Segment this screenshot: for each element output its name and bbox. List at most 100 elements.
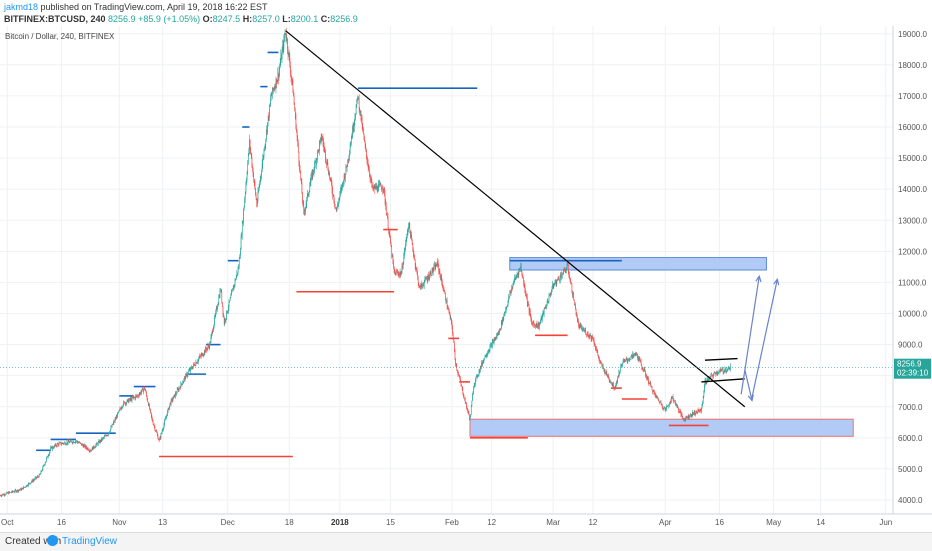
candle-body [23,488,24,489]
symbol[interactable]: BITFINEX:BTCUSD, 240 [4,14,106,24]
price-tick-label: 14000.0 [898,185,927,194]
candle-body [683,418,684,420]
candle-body [561,275,562,276]
candle-body [381,187,382,190]
candle-body [358,98,359,100]
candle-body [193,364,194,366]
candle-body [525,285,526,291]
candle-body [88,448,89,450]
candle-body [70,442,71,443]
author-link[interactable]: jakmd18 [4,2,38,12]
tradingview-logo-icon[interactable] [47,535,58,546]
candle-body [598,355,599,358]
candle-body [631,357,632,359]
candle-body [372,186,373,187]
candle-body [455,358,456,365]
candle-body [170,403,171,405]
candle-body [24,487,25,488]
candle-body [30,483,31,484]
candle-body [102,438,103,440]
candle-body [315,162,316,163]
candle-body [233,289,234,290]
candle-body [335,204,336,207]
candle-body [128,399,129,400]
open-value: 8247.5 [213,14,241,24]
candle-body [474,384,475,386]
candle-body [552,284,553,289]
candle-body [74,442,75,443]
candle-body [674,401,675,402]
candle-body [82,444,83,445]
candle-body [668,405,669,406]
candle-body [313,170,314,171]
candle-body [667,406,668,407]
candle-body [385,203,386,206]
candle-body [588,336,589,337]
candle-body [471,407,472,415]
candle-body [561,275,562,278]
price-tick-label: 6000.0 [898,434,923,443]
candle-body [248,154,249,163]
candle-body [84,445,85,447]
candle-body [279,67,280,71]
price-tick-label: 12000.0 [898,247,927,256]
candle-body [547,301,548,305]
candle-body [38,476,39,477]
candle-body [46,458,47,461]
candle-body [612,383,613,385]
candle-body [599,359,600,361]
candle-body [76,441,77,442]
candle-body [517,274,518,275]
candle-body [88,450,89,451]
candle-body [141,390,142,393]
tradingview-link[interactable]: TradingView [62,536,117,547]
price-chart[interactable]: 4000.05000.06000.07000.08000.09000.01000… [0,0,932,532]
candle-body [578,321,579,322]
candle-body [49,455,50,456]
candle-body [35,477,36,478]
candle-body [467,410,468,411]
price-tick-label: 5000.0 [898,465,923,474]
candle-body [309,192,310,194]
candle-body [508,297,509,301]
candle-body [306,198,307,204]
candle-body [416,268,417,269]
candle-body [555,280,556,283]
candle-body [185,375,186,380]
candle-body [460,379,461,382]
candle-body [82,444,83,445]
candle-body [657,397,658,399]
candle-body [190,370,191,371]
candle-body [52,447,53,449]
candle-body [522,271,523,275]
candle-body [533,323,534,326]
candle-body [652,386,653,390]
header: jakmd18 published on TradingView.com, Ap… [0,0,932,26]
candle-body [130,398,131,399]
candle-body [627,360,628,361]
candle-body [300,170,301,171]
candle-body [557,279,558,280]
price-axis[interactable]: 4000.05000.06000.07000.08000.09000.01000… [898,30,927,505]
candle-body [437,261,438,266]
candle-body [25,487,26,488]
candle-body [447,307,448,309]
candle-body [376,186,377,189]
candle-body [203,355,204,356]
candle-body [340,193,341,198]
candle-body [258,190,259,191]
candle-body [564,269,565,270]
candle-body [350,147,351,153]
candle-body [16,490,17,492]
candle-body [708,378,709,380]
candle-body [581,326,582,330]
candle-body [101,439,102,442]
candle-body [363,128,364,129]
candle-body [699,410,700,412]
candle-body [21,489,22,490]
candle-body [513,284,514,285]
candle-body [253,168,254,176]
candle-body [270,104,271,106]
time-tick-label: Nov [112,518,126,527]
